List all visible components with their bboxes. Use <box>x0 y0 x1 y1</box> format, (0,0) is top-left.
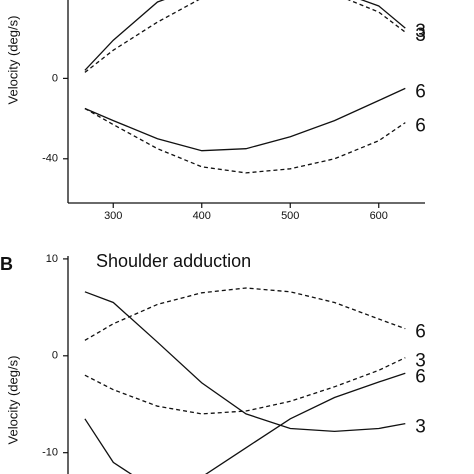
series-line <box>84 372 406 474</box>
series-line <box>84 87 406 152</box>
y-tick-label: 0 <box>52 350 58 362</box>
series-label: 3 <box>415 25 426 46</box>
chart-title: Shoulder adduction <box>96 251 251 271</box>
series-line <box>84 0 406 71</box>
series-label: 3 <box>415 417 426 438</box>
series-label: 6 <box>415 322 426 343</box>
y-tick-label: -40 <box>42 153 58 165</box>
y-axis-label: Velocity (deg/s) <box>5 16 20 105</box>
series-line <box>84 0 406 73</box>
panel-letter: B <box>0 254 13 274</box>
x-tick-label: 300 <box>104 210 122 222</box>
series-line <box>84 287 406 341</box>
series-label: 6 <box>415 366 426 387</box>
series-line <box>84 357 406 415</box>
x-tick-label: 500 <box>281 210 299 222</box>
series-label: 6 <box>415 81 426 102</box>
x-tick-label: 600 <box>370 210 388 222</box>
y-axis-label: Velocity (deg/s) <box>5 356 20 445</box>
y-tick-label: 0 <box>52 72 58 84</box>
series-label: 6 <box>415 116 426 137</box>
y-tick-label: 10 <box>46 253 58 265</box>
y-tick-label: -10 <box>42 447 58 459</box>
series-line <box>84 107 406 174</box>
x-tick-label: 400 <box>193 210 211 222</box>
series-label: 3 <box>415 351 426 372</box>
series-label: 3 <box>415 21 426 42</box>
series-line <box>84 291 406 433</box>
